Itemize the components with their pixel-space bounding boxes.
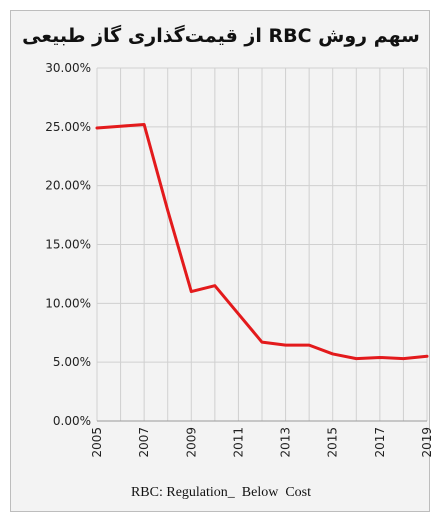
y-tick-label: 5.00%: [53, 355, 91, 369]
y-tick-label: 10.00%: [45, 296, 91, 310]
chart-footnote: RBC: Regulation_ Below Cost: [130, 485, 312, 500]
y-tick-label: 20.00%: [45, 179, 91, 193]
line-chart: 0.00% 5.00% 10.00% 15.00% 20.00% 25.00% 30.00%…: [45, 61, 431, 458]
y-tick-label: 25.00%: [45, 120, 91, 134]
x-tick-label: 2019: [420, 427, 431, 458]
x-tick-label: 2011: [231, 427, 245, 458]
y-tick-label: 30.00%: [45, 61, 91, 75]
chart-frame: سهم روش RBC از قیمت‌گذاری گاز طبیعی 0.00…: [10, 10, 431, 512]
x-tick-label: 2009: [184, 427, 198, 458]
y-tick-label: 15.00%: [45, 238, 91, 252]
chart-title: سهم روش RBC از قیمت‌گذاری گاز طبیعی: [22, 25, 420, 47]
series-line: [95, 122, 429, 361]
x-tick-label: 2015: [326, 427, 340, 458]
x-tick-label: 2007: [137, 427, 151, 458]
y-tick-label: 0.00%: [53, 414, 91, 428]
x-tick-label: 2013: [279, 427, 293, 458]
x-tick-label: 2005: [90, 427, 104, 458]
x-tick-label: 2017: [373, 427, 387, 458]
